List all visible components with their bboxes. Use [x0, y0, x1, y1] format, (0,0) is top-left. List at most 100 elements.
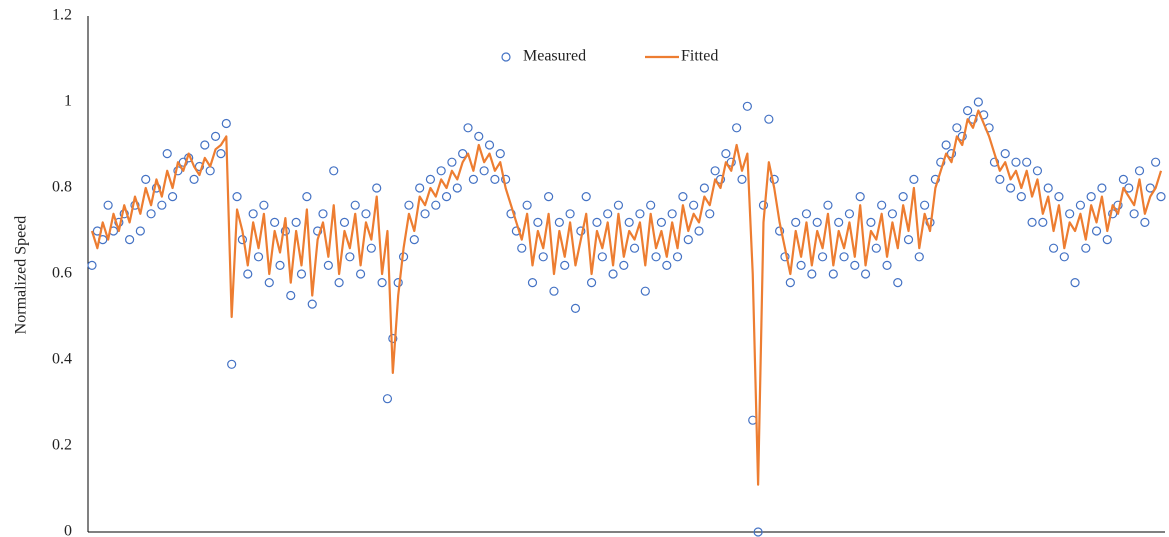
- measured-point: [361, 209, 371, 219]
- measured-point: [920, 200, 930, 210]
- measured-point: [135, 226, 145, 236]
- measured-point: [479, 166, 489, 176]
- measured-point: [339, 217, 350, 227]
- measured-point: [1081, 243, 1091, 253]
- measured-point: [522, 200, 532, 210]
- measured-point: [689, 200, 699, 210]
- measured-point: [1097, 183, 1107, 193]
- measured-point: [989, 157, 1000, 167]
- measured-point: [839, 252, 849, 262]
- measured-point: [474, 131, 484, 141]
- measured-point: [817, 252, 828, 262]
- measured-point: [1102, 235, 1112, 245]
- measured-point: [511, 226, 521, 236]
- measured-point: [382, 394, 393, 404]
- measured-point: [646, 200, 656, 210]
- measured-point: [683, 235, 693, 245]
- measured-point: [1124, 183, 1134, 193]
- measured-point: [253, 252, 264, 262]
- measured-point: [656, 217, 667, 227]
- measured-point: [877, 200, 887, 210]
- measured-point: [334, 278, 344, 288]
- measured-point: [1000, 149, 1010, 159]
- measured-point: [1048, 243, 1059, 253]
- measured-point: [323, 260, 333, 270]
- measured-point: [1075, 200, 1086, 210]
- measured-point: [458, 149, 468, 159]
- measured-point: [447, 157, 457, 167]
- measured-point: [388, 333, 398, 344]
- y-tick-label: 0: [64, 523, 72, 537]
- measured-point: [721, 149, 731, 159]
- measured-point: [678, 192, 688, 202]
- measured-point: [592, 217, 602, 227]
- measured-point: [893, 278, 903, 288]
- measured-point: [705, 209, 715, 219]
- measured-point: [1065, 209, 1075, 219]
- measured-point: [1129, 209, 1139, 219]
- measured-point: [544, 192, 554, 202]
- measured-point: [484, 140, 495, 150]
- measured-point: [302, 192, 312, 202]
- measured-point: [146, 209, 156, 219]
- measured-point: [882, 260, 892, 270]
- measured-point: [549, 286, 559, 296]
- measured-point: [737, 174, 747, 184]
- measured-point: [1118, 174, 1128, 184]
- measured-point: [189, 174, 199, 184]
- measured-point: [1054, 192, 1064, 202]
- measured-point: [345, 252, 355, 262]
- measured-point: [887, 209, 898, 219]
- measured-point: [608, 269, 618, 279]
- measured-point: [227, 359, 237, 369]
- measured-point: [629, 243, 640, 253]
- measured-point: [355, 269, 366, 279]
- measured-point: [651, 252, 661, 262]
- measured-point: [560, 260, 570, 270]
- measured-point: [264, 278, 274, 288]
- measured-point: [200, 140, 210, 150]
- measured-point: [823, 200, 833, 210]
- legend-label: Measured: [523, 48, 586, 65]
- y-tick-label: 0.6: [52, 265, 72, 282]
- measured-point: [866, 217, 876, 227]
- measured-point: [538, 252, 548, 262]
- measured-point: [1016, 192, 1026, 202]
- measured-point: [259, 200, 269, 210]
- measured-point: [87, 260, 97, 270]
- measured-point: [125, 235, 135, 245]
- measured-point: [586, 278, 597, 288]
- fitted-line: [90, 109, 1163, 486]
- measured-point: [640, 286, 650, 296]
- measured-point: [270, 217, 280, 227]
- measured-point: [318, 209, 328, 219]
- measured-point: [1022, 157, 1032, 167]
- measured-point: [753, 527, 763, 537]
- measured-point: [914, 252, 924, 262]
- y-axis-label: Normalized Speed: [13, 216, 30, 335]
- measured-point: [1032, 166, 1043, 176]
- measured-point: [785, 278, 795, 288]
- measured-point: [441, 192, 452, 202]
- measured-point: [420, 209, 430, 219]
- measured-point: [329, 166, 339, 176]
- measured-point: [732, 123, 742, 133]
- measured-point: [1145, 183, 1155, 193]
- measured-point: [415, 183, 425, 193]
- measured-point: [232, 192, 242, 202]
- measured-point: [995, 174, 1005, 184]
- measured-point: [307, 299, 317, 309]
- measured-point: [291, 217, 301, 227]
- measured-point: [1140, 217, 1150, 227]
- measured-point: [1005, 183, 1016, 193]
- measured-point: [452, 183, 462, 193]
- measured-point: [662, 260, 672, 270]
- measured-point: [613, 200, 624, 210]
- measured-point: [162, 149, 172, 159]
- measured-point: [973, 97, 983, 107]
- measured-point: [898, 192, 908, 202]
- measured-point: [194, 161, 205, 172]
- measured-point: [941, 140, 951, 150]
- measured-point: [667, 209, 677, 219]
